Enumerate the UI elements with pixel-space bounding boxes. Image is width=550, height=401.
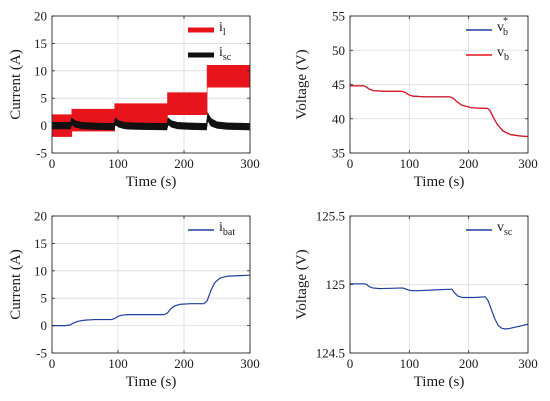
series-line-vsc	[350, 283, 528, 330]
y-tick-label: 15	[34, 36, 47, 51]
y-tick-label: 125.5	[316, 209, 345, 224]
legend: vsc	[466, 220, 513, 238]
x-tick-label: 300	[240, 156, 260, 171]
y-tick-label: 5	[41, 291, 48, 306]
y-tick-label: 0	[41, 318, 48, 333]
legend: il isc	[188, 20, 232, 63]
x-tick-label: 300	[240, 356, 260, 371]
legend-entry: vb	[497, 45, 509, 63]
y-tick-label: 35	[332, 146, 345, 161]
x-tick-label: 0	[347, 156, 354, 171]
x-tick-label: 0	[49, 356, 56, 371]
y-axis-label: Current (A)	[8, 49, 24, 119]
x-tick-label: 0	[49, 156, 56, 171]
x-tick-label: 200	[459, 156, 479, 171]
y-tick-label: 50	[332, 43, 345, 58]
legend-entry: vsc	[497, 220, 513, 238]
y-tick-label: 125	[326, 277, 346, 292]
y-tick-label: 20	[34, 209, 47, 224]
y-tick-label: 0	[41, 118, 48, 133]
y-tick-label: 40	[332, 111, 345, 126]
chart-panel-2: 0 100 200 300 35 40 45 50 55 Time (s) Voltage (V) v…	[294, 9, 538, 191]
x-axis-label: Time (s)	[126, 374, 177, 390]
x-axis-label: Time (s)	[414, 174, 465, 190]
y-tick-label: 5	[41, 91, 48, 106]
series-band-isc	[52, 112, 250, 131]
legend: ibat	[188, 220, 235, 238]
series-band-il	[52, 65, 250, 137]
x-tick-label: 100	[108, 356, 128, 371]
x-tick-label: 0	[347, 356, 354, 371]
y-tick-label: 20	[34, 9, 47, 24]
y-tick-label: -5	[36, 146, 47, 161]
legend-entry: ibat	[219, 220, 235, 238]
chart-panel-4: 0 100 200 300 124.5 125 125.5 Time (s) Voltage (…	[294, 209, 538, 391]
x-axis-label: Time (s)	[126, 174, 177, 190]
x-tick-label: 200	[174, 356, 194, 371]
y-tick-label: 45	[332, 77, 345, 92]
x-tick-label: 300	[518, 156, 538, 171]
x-tick-label: 200	[459, 356, 479, 371]
y-axis-label: Voltage (V)	[294, 249, 310, 319]
x-tick-label: 100	[400, 356, 420, 371]
plot-frame	[51, 215, 251, 354]
legend: v* b vb	[466, 16, 509, 63]
y-tick-label: 55	[332, 9, 345, 24]
legend-entry: v* b	[497, 16, 508, 38]
y-tick-label: 10	[34, 263, 47, 278]
series-line-vb	[350, 85, 528, 138]
y-tick-label: 15	[34, 236, 47, 251]
legend-entry: il	[219, 20, 226, 38]
y-tick-label: -5	[36, 346, 47, 361]
legend-entry: isc	[219, 45, 232, 63]
x-tick-label: 100	[400, 156, 420, 171]
x-tick-label: 300	[518, 356, 538, 371]
x-axis-label: Time (s)	[414, 374, 465, 390]
plot-frame	[51, 15, 251, 154]
y-tick-label: 10	[34, 63, 47, 78]
x-tick-label: 200	[174, 156, 194, 171]
y-axis-label: Voltage (V)	[294, 49, 310, 119]
series-line-ibat	[52, 274, 250, 327]
x-tick-label: 100	[108, 156, 128, 171]
y-tick-label: 124.5	[316, 346, 345, 361]
y-axis-label: Current (A)	[8, 249, 24, 319]
